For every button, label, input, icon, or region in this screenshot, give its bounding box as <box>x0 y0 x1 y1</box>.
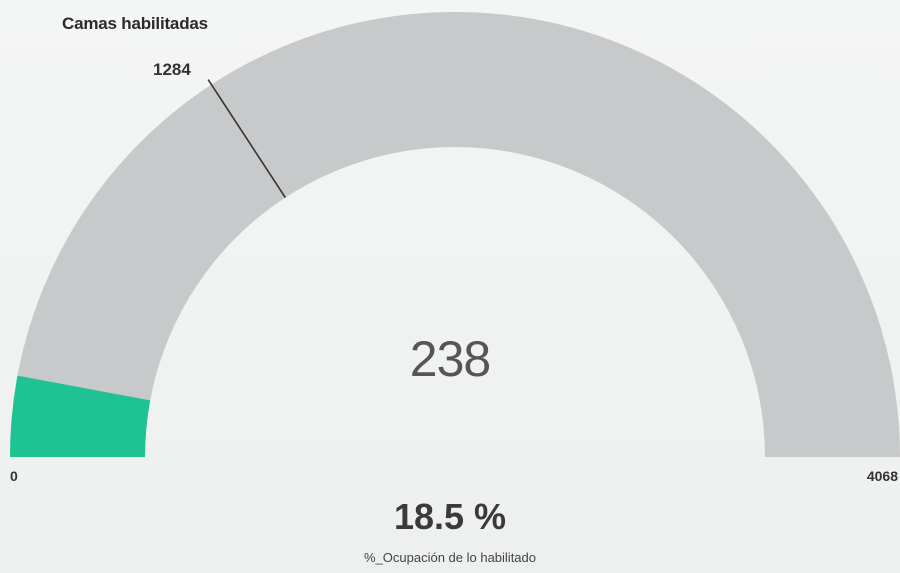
kpi-value: 18.5 % <box>393 496 507 537</box>
gauge-value-fill <box>10 375 151 457</box>
gauge-target-marker <box>207 79 286 198</box>
gauge-max-label: 4068 <box>866 468 898 484</box>
kpi-label: %_Ocupación de lo habilitado <box>363 550 536 565</box>
gauge-target-label: 1284 <box>153 60 191 79</box>
gauge-track <box>10 12 900 457</box>
gauge-value-label: 238 <box>409 331 491 387</box>
gauge-min-label: 0 <box>10 468 18 484</box>
gauge-title: Camas habilitadas <box>62 14 208 33</box>
